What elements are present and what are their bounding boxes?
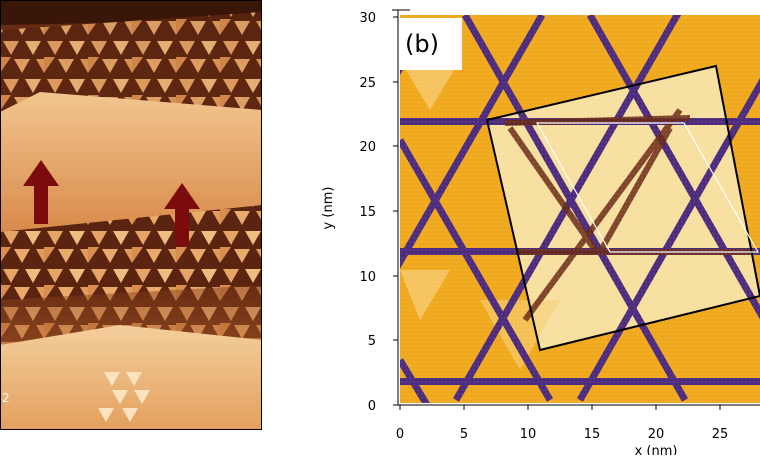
arrow-icon [23,160,59,224]
y-tick-label: 30 [359,11,376,26]
x-tick-label: 15 [584,427,601,442]
y-tick-label: 10 [359,270,376,285]
y-tick-label: 5 [368,334,376,349]
panel-b-label-box [396,18,462,70]
unit-cell-rhombus [535,122,760,253]
y-tick-label: 15 [359,205,376,220]
panel-a-stm-image: 2 [0,0,262,430]
panel-a-border [0,0,262,430]
x-tick-label: 25 [712,427,729,442]
y-ticks [393,16,398,406]
corner-mark: 2 [2,391,10,405]
rotated-frame [485,64,760,352]
y-tick-label: 25 [359,76,376,91]
y-tick-label: 0 [368,399,376,414]
x-tick-label: 20 [648,427,665,442]
stm-island-top [0,12,262,118]
y-tick-label: 20 [359,140,376,155]
panel-b-plot: (b) 0 5 10 15 20 25 x (nm) [300,0,760,459]
x-tick-label: 5 [460,427,468,442]
x-tick-label: 0 [396,427,404,442]
x-axis-label: x (nm) [635,444,678,455]
panel-b-label: (b) [405,30,439,58]
arrow-icon [164,183,200,246]
stm-terrace-middle [0,92,262,232]
y-axis-label: y (nm) [321,187,336,230]
x-tick-label: 10 [520,427,537,442]
stm-island-bottom [98,372,150,422]
x-ticks [399,405,721,410]
